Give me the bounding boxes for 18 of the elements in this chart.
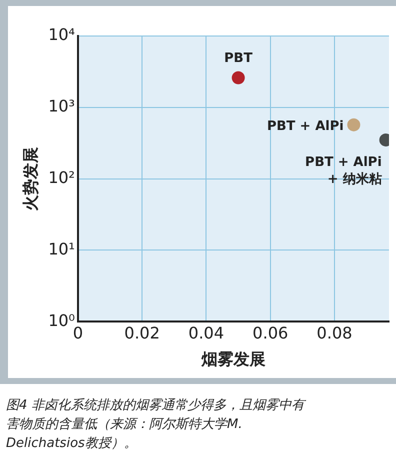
y-tick-label: 10² — [48, 168, 75, 187]
x-tick-label: 0.04 — [188, 323, 224, 342]
x-tick-label: 0.08 — [316, 323, 352, 342]
series-label: PBT + AlPi — [266, 118, 344, 134]
y-tick-label: 10³ — [48, 96, 75, 116]
x-tick-label: 0 — [72, 323, 84, 342]
y-axis-title: 火势发展 — [20, 146, 40, 211]
caption: 图4 非卤化系统排放的烟雾通常少得多，且烟雾中有害物质的含量低（来源：阿尔斯特大学M. Delichatsios教授）。 — [6, 397, 306, 453]
x-tick-label: 0.02 — [124, 323, 160, 342]
x-axis-title: 烟雾发展 — [200, 350, 266, 369]
y-tick-label: 10⁰ — [48, 310, 75, 330]
series-label: PBT + AlPi + 纳米粘 — [305, 154, 382, 187]
x-tick-label: 0.06 — [252, 323, 288, 342]
point — [347, 118, 360, 132]
y-tick-label: 10¹ — [48, 239, 75, 258]
y-tick-label: 10⁴ — [48, 25, 75, 44]
point — [232, 71, 245, 84]
series-label: PBT — [224, 50, 253, 66]
